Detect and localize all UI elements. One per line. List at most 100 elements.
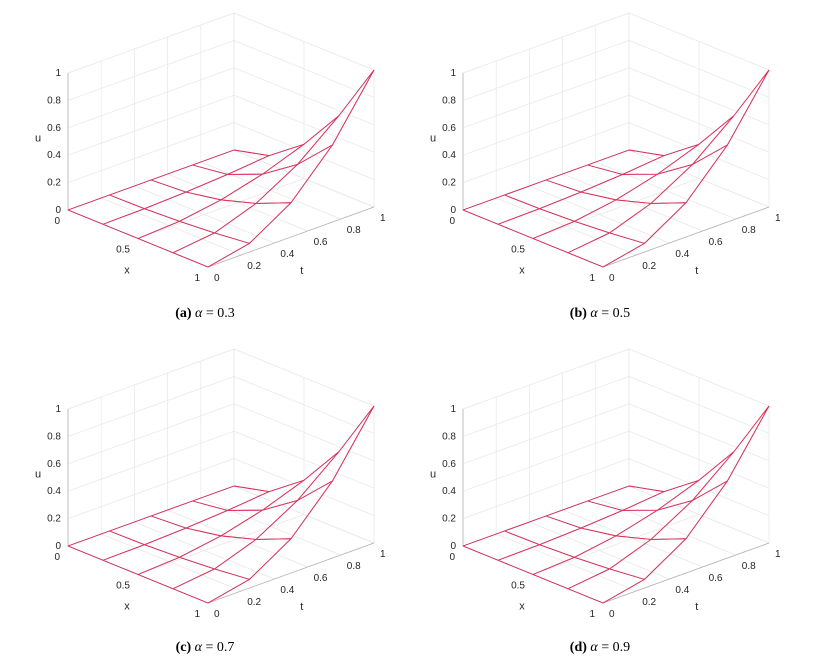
surface-plot-b: 0 0.2 0.4 0.6 0.8 1 0 0.5 1 0 0.2 0.4 0.6 0.8 1 u x t <box>430 12 781 284</box>
u-tick-label: 0.4 <box>442 150 456 161</box>
x-tick-label: 0.5 <box>116 581 130 592</box>
gridline <box>628 12 770 71</box>
x-tick-label: 1 <box>589 273 595 284</box>
t-tick-label: 0.8 <box>347 225 361 236</box>
u-tick-label: 0 <box>55 541 61 552</box>
mesh-line-x <box>602 69 770 268</box>
gridline <box>532 178 700 239</box>
t-tick-label: 0.4 <box>675 249 689 260</box>
u-axis-label: u <box>430 133 436 145</box>
gridline <box>233 149 375 208</box>
mesh-series-2 <box>462 405 770 604</box>
mesh-series-2 <box>462 69 770 268</box>
gridline <box>67 430 235 492</box>
surface-plot-d: 0 0.2 0.4 0.6 0.8 1 0 0.5 1 0 0.2 0.4 0.6 0.8 1 u x t <box>430 348 781 620</box>
gridline <box>628 403 770 462</box>
x-axis-label: x <box>519 600 525 612</box>
surface-plot-c: 0 0.2 0.4 0.6 0.8 1 0 0.5 1 0 0.2 0.4 0.6 0.8 1 u x t <box>35 348 386 620</box>
mesh-line-x <box>602 69 770 268</box>
x-tick-label: 0 <box>449 552 455 563</box>
mesh-series-2 <box>67 69 375 268</box>
t-tick-label: 0.4 <box>280 249 294 260</box>
t-tick-label: 0.8 <box>742 561 756 572</box>
mesh-line-x <box>102 155 270 225</box>
u-tick-label: 0.4 <box>442 486 456 497</box>
u-tick-label: 0.6 <box>47 459 61 470</box>
caption-symbol: α <box>590 306 598 321</box>
gridline <box>628 94 770 153</box>
gridline <box>628 122 770 180</box>
caption-symbol: α <box>194 640 202 655</box>
gridline <box>101 533 242 592</box>
caption-c: (c) α = 0.7 <box>55 640 355 656</box>
chart-panel-d: 0 0.2 0.4 0.6 0.8 1 0 0.5 1 0 0.2 0.4 0.6 0.8 1 u x t <box>395 336 795 626</box>
t-axis-line <box>602 206 770 268</box>
caption-value: = 0.7 <box>205 640 235 655</box>
u-tick-label: 0 <box>450 541 456 552</box>
gridline <box>462 348 630 410</box>
caption-symbol: α <box>590 640 598 655</box>
mesh-line-t <box>587 480 728 511</box>
mesh-line-t <box>628 405 770 493</box>
gridline <box>67 348 235 410</box>
chart-panel-c: 0 0.2 0.4 0.6 0.8 1 0 0.5 1 0 0.2 0.4 0.6 0.8 1 u x t <box>0 336 400 626</box>
u-tick-label: 0.6 <box>442 123 456 134</box>
x-tick-label: 1 <box>589 609 595 620</box>
t-tick-label: 1 <box>380 213 386 224</box>
mesh-line-t <box>192 144 333 175</box>
mesh-line-t <box>150 179 292 204</box>
gridline <box>233 430 375 489</box>
mesh-line-x <box>137 479 305 575</box>
gridline <box>233 40 375 98</box>
u-tick-label: 0.8 <box>47 95 61 106</box>
gridline <box>67 458 235 519</box>
t-tick-label: 0.2 <box>247 597 261 608</box>
mesh-line-t <box>192 480 333 511</box>
u-tick-label: 0.6 <box>442 459 456 470</box>
mesh-line-t <box>545 515 687 540</box>
surface-plot-a: 0 0.2 0.4 0.6 0.8 1 0 0.5 1 0 0.2 0.4 0.6 0.8 1 u x t <box>35 12 386 284</box>
gridline <box>462 12 630 74</box>
gridline <box>67 12 235 74</box>
u-tick-label: 0.6 <box>47 123 61 134</box>
gridline <box>134 185 275 244</box>
mesh-line-t <box>462 545 604 604</box>
mesh-line-x <box>137 479 305 575</box>
t-tick-label: 0 <box>609 609 615 620</box>
mesh-line-x <box>207 69 375 268</box>
mesh-line-x <box>207 69 375 268</box>
t-tick-label: 0 <box>214 609 220 620</box>
caption-a: (a) α = 0.3 <box>55 306 355 322</box>
u-tick-label: 1 <box>450 404 456 415</box>
caption-label: (a) <box>175 306 192 321</box>
mesh-line-t <box>545 179 687 204</box>
caption-value: = 0.9 <box>601 640 631 655</box>
u-tick-label: 0.2 <box>47 178 61 189</box>
gridline <box>628 376 770 434</box>
u-tick-label: 0 <box>55 205 61 216</box>
u-tick-label: 0.2 <box>442 178 456 189</box>
gridline <box>595 497 736 556</box>
caption-b: (b) α = 0.5 <box>450 306 750 322</box>
mesh-line-x <box>602 405 770 604</box>
gridline <box>233 403 375 462</box>
gridline <box>562 509 703 568</box>
mesh-line-t <box>67 209 209 268</box>
mesh-line-t <box>504 194 645 244</box>
t-tick-label: 1 <box>380 549 386 560</box>
t-tick-label: 0.4 <box>280 585 294 596</box>
gridline <box>462 458 630 519</box>
gridline <box>462 430 630 492</box>
t-axis-label: t <box>300 601 303 613</box>
mesh-line-x <box>102 155 270 225</box>
gridline <box>134 521 275 580</box>
mesh-line-t <box>587 480 728 511</box>
gridline <box>233 94 375 153</box>
mesh-line-x <box>532 143 700 239</box>
mesh-line-t <box>628 69 770 157</box>
gridline <box>628 485 770 544</box>
mesh-line-x <box>102 491 270 561</box>
mesh-line-t <box>109 530 250 580</box>
gridline <box>67 376 235 437</box>
u-tick-label: 0 <box>450 205 456 216</box>
